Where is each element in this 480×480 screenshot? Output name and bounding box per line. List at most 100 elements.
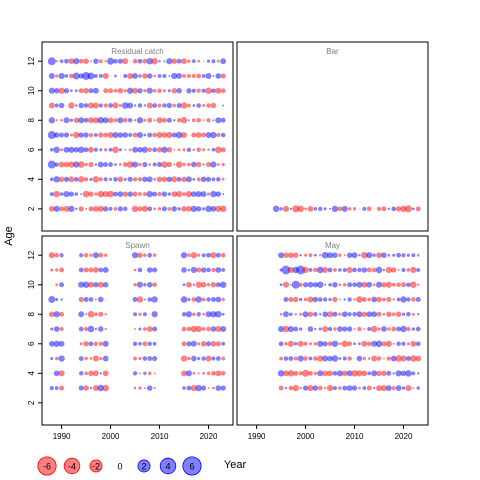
bubble (177, 148, 181, 152)
bubble (73, 131, 80, 139)
bubble (351, 252, 358, 259)
bubble (415, 355, 422, 362)
bubble (185, 370, 192, 377)
bubble (361, 251, 368, 259)
bubble (207, 148, 210, 151)
bubble (302, 369, 310, 377)
bubble (206, 267, 211, 273)
bubble (92, 102, 99, 109)
bubble (200, 341, 207, 347)
bubble (373, 208, 375, 210)
bubble (305, 328, 306, 330)
axes-layer: 2 4 6 8 10 12 2 4 6 8 10 12 1990 2000 2010 2020 1990 2000… (27, 56, 413, 441)
bubble (191, 191, 197, 197)
bubble (405, 356, 411, 361)
bubble (406, 282, 411, 288)
bubble (391, 312, 396, 317)
bubble (337, 326, 343, 332)
bubble (361, 281, 368, 288)
bubble (143, 253, 147, 257)
bubble (113, 177, 118, 182)
bubble (162, 103, 167, 108)
bubble (206, 371, 211, 376)
bubble (332, 296, 338, 303)
bubble (152, 326, 158, 332)
x-tick-label: 2010 (346, 432, 364, 441)
bubble (210, 326, 217, 332)
bubble (117, 176, 124, 183)
bubble (78, 281, 85, 288)
bubble (376, 356, 382, 361)
bubble (97, 384, 105, 392)
bubble (92, 252, 99, 259)
bubble (366, 252, 373, 259)
bubble (212, 74, 215, 77)
bubble (58, 161, 65, 168)
bubble (122, 58, 129, 65)
bubble (50, 177, 54, 182)
bubble (153, 119, 156, 122)
bubble (146, 73, 153, 79)
bubble (48, 311, 55, 318)
bubble (338, 342, 342, 346)
bubble (317, 340, 324, 347)
bubble (371, 370, 378, 377)
bubble (338, 283, 342, 287)
bubble (48, 295, 56, 304)
bubble (147, 252, 153, 258)
bubble (83, 117, 89, 123)
bubble (147, 206, 153, 212)
bubble (304, 253, 308, 257)
bubble (77, 146, 85, 154)
legend-item: 6 (182, 456, 202, 476)
bubble (219, 281, 227, 288)
bubble (157, 207, 162, 211)
bubble (215, 296, 222, 303)
bubble (215, 267, 222, 273)
bubble (117, 58, 123, 64)
bubble (357, 267, 362, 273)
bubble (287, 325, 294, 333)
bubble (220, 147, 226, 153)
bubble (313, 207, 318, 211)
bubble (58, 102, 65, 109)
bubble (351, 385, 358, 391)
bubble (392, 372, 395, 375)
bubble (366, 206, 372, 212)
y-axis: 2 4 6 8 10 12 (27, 250, 42, 405)
bubble (387, 327, 391, 331)
bubble (207, 387, 210, 390)
bubble (138, 342, 142, 346)
bubble (79, 253, 84, 258)
bubble (118, 148, 122, 152)
bubble (88, 206, 94, 212)
bubble (323, 297, 328, 302)
bubble (287, 370, 295, 377)
bubble (210, 131, 217, 139)
bubble (205, 72, 212, 79)
bubble (313, 253, 317, 257)
bubble (283, 252, 289, 258)
bubble (58, 355, 65, 362)
bubble (138, 372, 141, 375)
bubble (221, 177, 225, 181)
bubble (333, 268, 337, 272)
x-axis: 1990 2000 2010 2020 (248, 425, 413, 441)
bubble (293, 326, 299, 332)
bubble (64, 58, 69, 64)
bubble (288, 385, 294, 391)
bubble (175, 131, 183, 139)
bubble (283, 356, 289, 361)
bubble (59, 282, 65, 288)
bubble (138, 357, 142, 361)
bubble (132, 58, 138, 64)
bubble (109, 177, 113, 181)
bubble (132, 177, 138, 182)
bubble (181, 341, 187, 347)
bubble (382, 268, 386, 272)
y-tick-label: 8 (27, 311, 36, 316)
bubble (211, 59, 216, 64)
bubble (143, 298, 146, 301)
bubble (187, 162, 191, 167)
bubble (136, 281, 144, 288)
